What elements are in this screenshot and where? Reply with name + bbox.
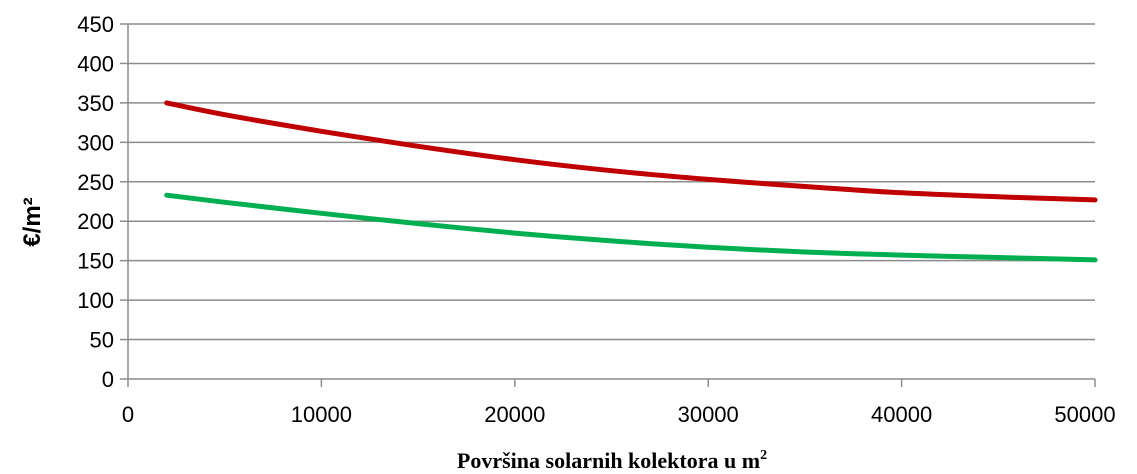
gridlines xyxy=(120,23,1095,380)
y-tick-label-450: 450 xyxy=(77,12,114,37)
x-tick-label-40000: 40000 xyxy=(871,402,932,427)
y-tick-label-200: 200 xyxy=(77,209,114,234)
x-tick-label-30000: 30000 xyxy=(678,402,739,427)
x-axis-label-superscript: 2 xyxy=(760,448,767,463)
y-tick-label-0: 0 xyxy=(102,367,114,392)
x-axis-label-container: Površina solarnih kolektora u m2 xyxy=(457,448,767,473)
y-tick-label-350: 350 xyxy=(77,91,114,116)
x-tick-label-10000: 10000 xyxy=(291,402,352,427)
x-tick-label-20000: 20000 xyxy=(484,402,545,427)
y-tick-label-150: 150 xyxy=(77,249,114,274)
y-tick-label-250: 250 xyxy=(77,170,114,195)
y-tick-label-300: 300 xyxy=(77,130,114,155)
axes xyxy=(127,24,1096,387)
x-tick-labels: 0 10000 20000 30000 40000 50000 xyxy=(122,402,1116,427)
series-lines xyxy=(164,100,1098,263)
y-tick-label-50: 50 xyxy=(90,328,114,353)
y-axis-label: €/m² xyxy=(19,197,46,246)
x-axis-label: Površina solarnih kolektora u m xyxy=(457,448,760,473)
x-tick-label-50000: 50000 xyxy=(1054,402,1115,427)
x-tick-label-0: 0 xyxy=(122,402,134,427)
y-tick-label-100: 100 xyxy=(77,288,114,313)
y-tick-labels: 0 50 100 150 200 250 300 350 400 450 xyxy=(77,12,114,392)
series-line-1 xyxy=(164,100,1098,203)
y-tick-label-400: 400 xyxy=(77,51,114,76)
series-line-2 xyxy=(164,192,1098,263)
